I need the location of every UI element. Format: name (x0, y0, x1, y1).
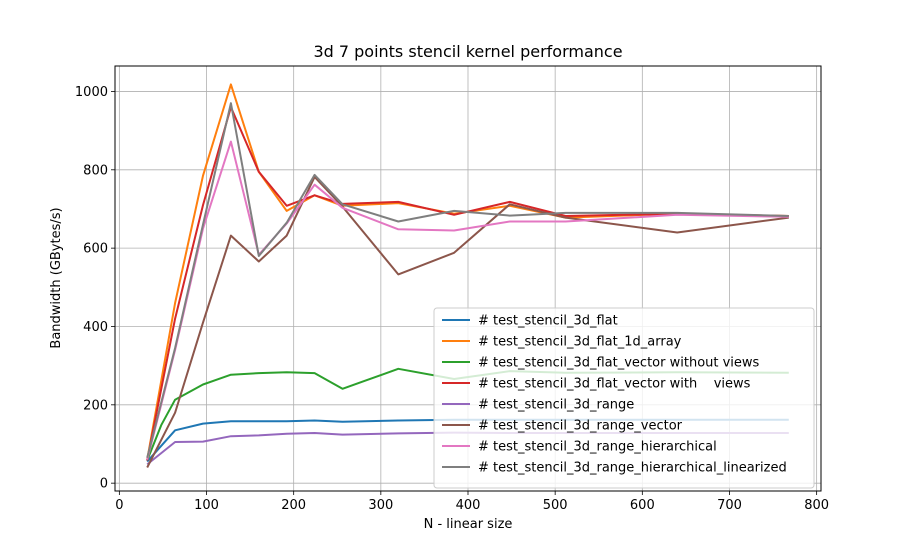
series-line-6 (146, 140, 789, 460)
x-tick-label: 800 (804, 498, 829, 513)
x-tick-label: 700 (717, 498, 742, 513)
x-tick-label: 600 (630, 498, 655, 513)
legend-label: # test_stencil_3d_flat_1d_array (478, 335, 682, 350)
legend-label: # test_stencil_3d_range (478, 398, 634, 413)
x-axis-label: N - linear size (424, 517, 513, 532)
legend-box (433, 307, 815, 489)
y-tick-label: 200 (83, 398, 108, 413)
y-tick-label: 600 (83, 242, 108, 257)
x-tick-label: 0 (115, 498, 123, 513)
legend-label: # test_stencil_3d_range_hierarchical (478, 440, 717, 455)
legend: # test_stencil_3d_flat # test_stencil_3d_… (433, 307, 815, 489)
legend-label: # test_stencil_3d_flat_vector with views (478, 377, 751, 392)
legend-label: # test_stencil_3d_flat_vector without vi… (478, 356, 760, 371)
series-line-5 (146, 175, 789, 468)
series-line-7 (146, 102, 789, 458)
y-axis-label: Bandwidth (GBytes/s) (49, 207, 64, 348)
x-tick-label: 100 (194, 498, 219, 513)
y-tick-label: 400 (83, 320, 108, 335)
legend-label: # test_stencil_3d_range_vector (478, 419, 683, 434)
y-tick-label: 1000 (75, 85, 108, 100)
x-tick-label: 200 (281, 498, 306, 513)
legend-label: # test_stencil_3d_range_hierarchical_lin… (478, 461, 787, 476)
y-tick-label: 800 (83, 163, 108, 178)
legend-label: # test_stencil_3d_flat (478, 314, 618, 329)
chart-title: 3d 7 points stencil kernel performance (313, 42, 622, 61)
y-tick-label: 0 (100, 477, 108, 492)
x-tick-label: 400 (456, 498, 481, 513)
x-tick-label: 500 (543, 498, 568, 513)
axis-ticks: 0 100 200 300 400 500 600 700 800 0 200 400 600 800 10… (75, 85, 829, 513)
x-tick-label: 300 (368, 498, 393, 513)
